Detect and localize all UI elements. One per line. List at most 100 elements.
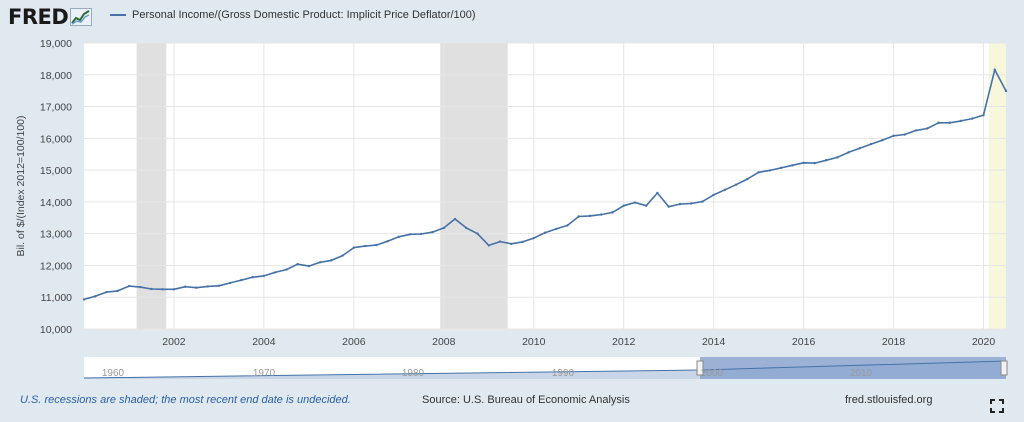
data-point: [217, 284, 221, 287]
data-point: [532, 236, 535, 240]
x-tick-label: 2010: [522, 336, 546, 348]
data-point: [296, 262, 299, 266]
data-point: [318, 261, 322, 264]
site-link[interactable]: fred.stlouisfed.org: [845, 394, 933, 406]
data-point: [903, 133, 907, 136]
data-point: [330, 259, 333, 262]
data-point: [352, 246, 356, 249]
data-point: [701, 200, 704, 203]
data-point: [734, 183, 738, 186]
data-point: [656, 191, 659, 195]
data-point: [802, 161, 805, 165]
data-point: [105, 290, 108, 294]
data-point: [240, 278, 243, 282]
data-point: [487, 244, 490, 247]
data-point: [82, 298, 86, 301]
data-point: [644, 204, 648, 207]
data-point: [836, 156, 839, 159]
navigator-tick-label: 1990: [552, 368, 575, 379]
data-point: [600, 213, 603, 216]
x-tick-label: 2016: [792, 336, 816, 348]
data-point: [712, 193, 715, 197]
data-point: [262, 274, 266, 278]
data-point: [948, 121, 951, 124]
data-point: [611, 211, 614, 214]
data-point: [510, 242, 513, 246]
x-tick-label: 2018: [882, 336, 906, 348]
data-point: [543, 231, 547, 234]
x-tick-label: 2012: [612, 336, 636, 348]
navigator-tick-label: 1960: [102, 368, 125, 379]
data-point: [746, 177, 749, 181]
data-point: [172, 288, 176, 291]
data-point: [622, 204, 625, 207]
data-point: [577, 215, 580, 218]
data-point: [431, 230, 434, 234]
data-point: [161, 288, 164, 291]
y-axis-label: Bil. of $/(Index 2012=100/100): [15, 116, 27, 257]
fullscreen-icon[interactable]: [990, 399, 1004, 413]
data-point: [869, 142, 873, 146]
data-point: [228, 281, 232, 285]
chart-legend: Personal Income/(Gross Domestic Product:…: [110, 9, 476, 21]
data-point: [150, 287, 153, 291]
data-point: [273, 271, 277, 274]
y-tick-label: 10,000: [40, 324, 72, 336]
navigator-handle-left[interactable]: [696, 360, 704, 376]
navigator-tick-label: 2010: [850, 368, 873, 379]
x-tick-label: 2008: [432, 336, 456, 348]
data-point: [251, 276, 254, 279]
undecided-shade: [988, 43, 1006, 329]
data-point: [779, 166, 783, 170]
data-point: [723, 188, 727, 192]
data-point: [453, 217, 457, 221]
data-point: [116, 289, 119, 293]
trend-graph-icon: [70, 8, 93, 26]
data-point: [1004, 89, 1008, 93]
header: FRED: [8, 4, 93, 30]
y-tick-label: 12,000: [40, 260, 72, 272]
data-point: [768, 169, 772, 172]
data-point: [465, 226, 468, 230]
recession-note: U.S. recessions are shaded; the most rec…: [20, 394, 351, 406]
data-point: [206, 285, 209, 288]
data-point: [442, 226, 446, 230]
data-point: [791, 164, 794, 167]
range-navigator[interactable]: 1960 1970 1980 1990 2000 2010: [83, 357, 1008, 379]
data-point: [858, 146, 862, 150]
navigator-selection[interactable]: [700, 357, 1006, 379]
y-tick-label: 15,000: [40, 165, 72, 177]
y-tick-label: 18,000: [40, 70, 72, 82]
data-point: [195, 286, 198, 289]
legend-label: Personal Income/(Gross Domestic Product:…: [132, 9, 476, 21]
logo-text: FRED: [8, 5, 69, 29]
data-point: [363, 244, 367, 248]
data-point: [285, 268, 288, 271]
data-point: [914, 129, 918, 132]
data-point: [959, 119, 963, 123]
x-tick-label: 2014: [702, 336, 726, 348]
data-point: [757, 171, 760, 174]
data-point: [408, 233, 412, 236]
data-point: [881, 139, 884, 142]
navigator-tick-label: 1970: [253, 368, 276, 379]
x-tick-label: 2002: [162, 336, 186, 348]
x-tick-label: 2006: [342, 336, 366, 348]
data-point: [183, 285, 187, 288]
recession-shade-0: [136, 43, 167, 329]
data-point: [678, 202, 682, 206]
recession-shade-1: [440, 43, 508, 329]
data-point: [307, 264, 311, 268]
data-point: [926, 127, 929, 130]
plot-area: [84, 43, 1006, 329]
navigator-handle-right[interactable]: [1000, 360, 1008, 376]
fred-logo[interactable]: FRED: [8, 5, 93, 29]
data-point: [993, 68, 996, 71]
data-point: [521, 240, 524, 244]
navigator-tick-label: 2000: [701, 368, 724, 379]
data-point: [633, 201, 637, 204]
data-point: [847, 151, 850, 154]
data-point: [813, 161, 817, 165]
data-point: [982, 113, 985, 117]
y-tick-label: 17,000: [40, 102, 72, 114]
